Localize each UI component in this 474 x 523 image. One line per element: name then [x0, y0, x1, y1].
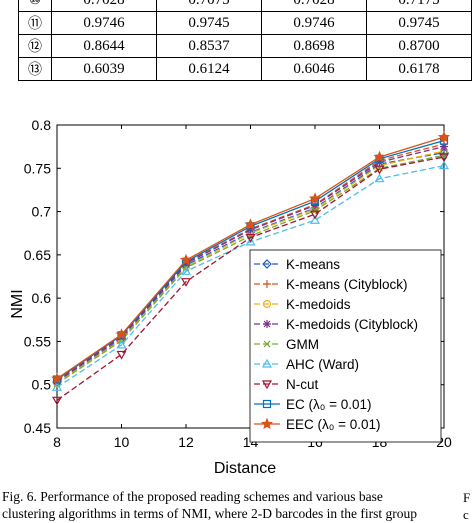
- data-point: [115, 328, 128, 340]
- data-point: [245, 233, 256, 243]
- row-id: ⑩: [18, 0, 52, 12]
- table-cell: 0.6178: [366, 57, 472, 81]
- legend-label: AHC (Ward): [286, 357, 359, 372]
- table-cell: 0.6046: [261, 57, 367, 81]
- data-point: [374, 173, 385, 183]
- data-point: [261, 358, 273, 368]
- table-cell: 0.7075: [156, 0, 262, 12]
- table-cell: 0.7028: [51, 0, 157, 12]
- series: [51, 153, 450, 406]
- legend-label: K-means (Cityblock): [286, 277, 408, 292]
- data-point: [50, 372, 64, 384]
- x-tick-label: 8: [53, 434, 61, 450]
- data-point: [438, 153, 450, 163]
- series: [50, 130, 451, 384]
- data-point: [51, 396, 63, 406]
- data-point: [373, 150, 386, 163]
- legend-label: K-means: [286, 257, 340, 272]
- nmi-line-chart: 81012141618200.450.50.550.60.650.70.750.…: [9, 117, 452, 477]
- table-row: ⑩ 0.7028 0.7075 0.7028 0.7175: [18, 0, 472, 12]
- y-tick-label: 0.75: [24, 160, 51, 176]
- data-point: [437, 130, 451, 143]
- y-tick-label: 0.55: [24, 333, 51, 349]
- data-point: [438, 160, 450, 170]
- data-point: [180, 278, 192, 287]
- table-cell: 0.7175: [366, 0, 472, 12]
- row-id: ⑫: [18, 34, 52, 58]
- legend-box: [249, 249, 442, 443]
- caption-line: clustering algorithms in terms of NMI, w…: [2, 506, 418, 521]
- fragment-line: F: [463, 490, 471, 505]
- legend-label: K-medoids (Cityblock): [286, 317, 418, 332]
- data-point: [261, 380, 273, 390]
- series-line: [56, 156, 445, 401]
- data-point: [263, 340, 271, 348]
- legend-label: EC (λ₀ = 0.01): [286, 397, 372, 412]
- data-point: [308, 192, 322, 204]
- series-group: [50, 130, 451, 406]
- legend-label: EEC (λ₀ = 0.01): [286, 417, 381, 432]
- figure-caption: Fig. 6. Performance of the proposed read…: [2, 488, 472, 522]
- data-point: [263, 280, 271, 288]
- data-point: [245, 236, 256, 246]
- table-cell: 0.6124: [156, 57, 262, 81]
- table-cell: 0.8700: [366, 34, 472, 58]
- legend-label: GMM: [286, 337, 319, 352]
- legend-label: K-medoids: [286, 297, 351, 312]
- data-point: [311, 201, 319, 210]
- row-id: ⑪: [18, 11, 52, 35]
- data-point: [309, 210, 321, 220]
- table-cell: 0.8698: [261, 34, 367, 58]
- x-tick-label: 12: [178, 434, 194, 450]
- table-row: ⑪ 0.9746 0.9745 0.9746 0.9745: [18, 11, 472, 35]
- row-id: ⑬: [18, 57, 52, 81]
- caption-line: Fig. 6. Performance of the proposed read…: [2, 489, 383, 504]
- table-cell: 0.8537: [156, 34, 262, 58]
- x-axis-label: Distance: [214, 460, 276, 477]
- y-tick-label: 0.6: [32, 290, 52, 306]
- y-axis-label: NMI: [9, 289, 26, 318]
- legend-label: N-cut: [286, 377, 319, 392]
- adjacent-column-fragment: F c: [463, 489, 470, 523]
- results-table-fragment: ⑩ 0.7028 0.7075 0.7028 0.7175 ⑪ 0.9746 0…: [0, 0, 474, 90]
- data-point: [180, 266, 192, 275]
- data-point: [260, 417, 274, 430]
- table-row: ⑬ 0.6039 0.6124 0.6046 0.6178: [18, 57, 472, 81]
- table-cell: 0.9746: [261, 11, 367, 35]
- data-point: [182, 259, 190, 268]
- table-cell: 0.9746: [51, 11, 157, 35]
- data-point: [51, 382, 63, 391]
- data-point: [263, 320, 271, 328]
- y-tick-label: 0.7: [32, 204, 52, 220]
- y-tick-label: 0.5: [32, 377, 52, 393]
- y-tick-label: 0.8: [32, 117, 52, 133]
- x-tick-label: 10: [114, 434, 130, 450]
- fragment-line: c: [463, 507, 469, 522]
- legend: K-means K-means (Cityblock) K-medoids K-med…: [249, 249, 442, 443]
- table-cell: 0.6039: [51, 57, 157, 81]
- data-point: [262, 399, 272, 409]
- data-point: [116, 350, 127, 360]
- data-point: [262, 259, 272, 269]
- data-point: [116, 339, 127, 349]
- data-point: [440, 142, 448, 151]
- data-point: [179, 253, 193, 266]
- table-cell: 0.9745: [156, 11, 262, 35]
- data-point: [244, 218, 257, 230]
- table-cell: 0.9745: [366, 11, 472, 35]
- results-table: ⑩ 0.7028 0.7075 0.7028 0.7175 ⑪ 0.9746 0…: [18, 0, 472, 81]
- y-tick-label: 0.65: [24, 247, 51, 263]
- table-cell: 0.8644: [51, 34, 157, 58]
- data-point: [309, 215, 321, 224]
- data-point: [374, 165, 385, 175]
- data-point: [439, 147, 449, 158]
- y-tick-label: 0.45: [24, 420, 51, 436]
- table-cell: 0.7028: [261, 0, 367, 12]
- data-point: [262, 299, 272, 309]
- table-row: ⑫ 0.8644 0.8537 0.8698 0.8700: [18, 34, 472, 58]
